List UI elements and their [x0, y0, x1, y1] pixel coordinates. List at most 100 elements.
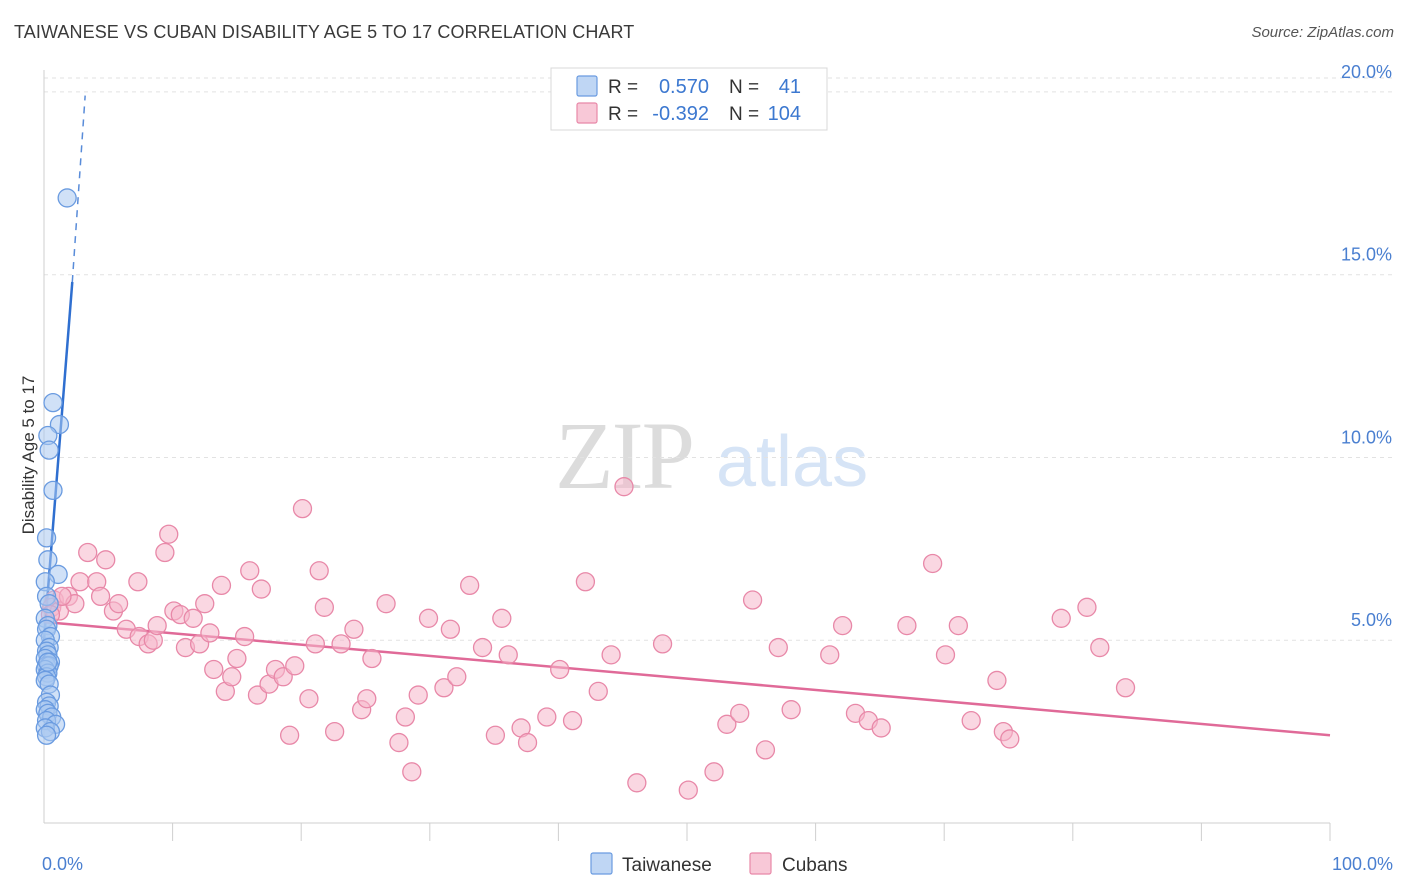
- y-tick-label: 15.0%: [1341, 245, 1392, 265]
- point-cubans: [305, 634, 325, 654]
- point-cubans: [472, 637, 493, 658]
- point-cubans: [922, 553, 943, 574]
- trend-line-cubans: [43, 620, 1331, 737]
- point-cubans: [204, 659, 224, 680]
- point-cubans: [820, 645, 840, 665]
- point-taiwanese: [57, 188, 77, 208]
- point-taiwanese: [36, 528, 57, 548]
- point-taiwanese: [38, 652, 58, 672]
- point-cubans: [575, 572, 596, 592]
- point-cubans: [897, 615, 917, 636]
- point-cubans: [614, 477, 634, 497]
- point-cubans: [485, 725, 506, 745]
- point-cubans: [961, 711, 981, 731]
- legend-r-label-taiwanese: R =: [608, 77, 638, 98]
- point-cubans: [550, 659, 570, 680]
- point-cubans: [279, 725, 300, 745]
- point-cubans: [357, 689, 377, 709]
- point-cubans: [871, 718, 891, 738]
- point-cubans: [331, 634, 351, 654]
- point-cubans: [395, 707, 416, 727]
- point-cubans: [730, 703, 750, 723]
- point-cubans: [832, 615, 853, 636]
- point-cubans: [195, 594, 215, 614]
- point-taiwanese: [43, 392, 63, 413]
- watermark: ZIP atlas: [555, 402, 868, 509]
- point-cubans: [1115, 678, 1136, 698]
- x-tick-label-max: 100.0%: [1332, 854, 1393, 874]
- point-cubans: [678, 780, 698, 800]
- legend-n-label-taiwanese: N =: [729, 77, 759, 98]
- point-cubans: [251, 579, 271, 599]
- point-cubans: [537, 707, 557, 727]
- bottom-legend-swatch-taiwanese: [590, 852, 613, 875]
- point-cubans: [742, 590, 763, 610]
- point-cubans: [240, 561, 260, 581]
- point-cubans: [948, 615, 968, 636]
- point-cubans: [517, 732, 538, 753]
- point-cubans: [234, 626, 255, 647]
- point-cubans: [183, 608, 203, 628]
- axis-layer: 5.0% 10.0% 15.0% 20.0% 0.0% 100.0%: [42, 62, 1393, 874]
- point-cubans: [447, 667, 467, 687]
- point-taiwanese: [36, 725, 57, 745]
- y-tick-label: 10.0%: [1341, 427, 1392, 447]
- point-cubans: [389, 732, 409, 753]
- grid-layer: [44, 77, 1392, 641]
- bottom-legend-swatch-cubans: [749, 852, 772, 875]
- point-cubans: [562, 711, 583, 731]
- point-cubans: [704, 762, 724, 782]
- point-cubans: [460, 575, 480, 596]
- point-cubans: [70, 572, 90, 592]
- point-cubans: [408, 685, 428, 705]
- point-taiwanese: [43, 480, 63, 501]
- point-cubans: [324, 721, 345, 742]
- legend-swatch-taiwanese: [576, 75, 598, 97]
- legend-swatch-cubans: [576, 102, 598, 124]
- point-cubans: [434, 678, 454, 698]
- point-cubans: [492, 608, 512, 628]
- point-cubans: [211, 575, 232, 596]
- chart-title: TAIWANESE VS CUBAN DISABILITY AGE 5 TO 1…: [14, 22, 635, 42]
- point-cubans: [440, 619, 461, 639]
- bottom-legend: Taiwanese Cubans: [590, 852, 848, 876]
- legend-n-label-cubans: N =: [729, 104, 759, 125]
- point-cubans: [376, 594, 396, 614]
- point-cubans: [344, 619, 364, 639]
- legend-r-value-cubans: -0.392: [652, 103, 709, 125]
- point-cubans: [1090, 637, 1110, 658]
- trend-extension-taiwanese: [71, 95, 86, 283]
- point-cubans: [402, 762, 422, 782]
- legend-r-label-cubans: R =: [608, 104, 638, 125]
- point-cubans: [781, 700, 801, 720]
- point-taiwanese: [38, 550, 58, 570]
- y-axis-title: Disability Age 5 to 17: [19, 376, 38, 535]
- point-cubans: [309, 561, 329, 581]
- point-cubans: [314, 597, 334, 617]
- point-cubans: [299, 689, 319, 709]
- legend-box: R = 0.570 N = 41 R = -0.392 N = 104: [550, 67, 828, 131]
- point-cubans: [128, 572, 148, 592]
- y-tick-label: 20.0%: [1341, 62, 1392, 82]
- point-cubans: [418, 608, 439, 628]
- point-cubans: [147, 615, 167, 636]
- point-cubans: [768, 637, 788, 658]
- point-cubans: [227, 648, 247, 669]
- point-cubans: [90, 586, 111, 607]
- legend-n-value-taiwanese: 41: [779, 76, 801, 98]
- watermark-atlas: atlas: [716, 422, 868, 502]
- legend-r-value-taiwanese: 0.570: [659, 76, 709, 98]
- point-cubans: [935, 645, 956, 665]
- point-cubans: [717, 714, 737, 734]
- point-cubans: [362, 648, 382, 669]
- point-cubans: [222, 667, 242, 687]
- point-cubans: [987, 670, 1007, 691]
- point-cubans: [108, 594, 129, 614]
- points-layer: [35, 188, 1136, 800]
- point-cubans: [155, 542, 175, 563]
- point-cubans: [755, 740, 776, 760]
- point-cubans: [498, 645, 518, 665]
- y-tick-label: 5.0%: [1351, 610, 1392, 630]
- point-cubans: [652, 634, 673, 654]
